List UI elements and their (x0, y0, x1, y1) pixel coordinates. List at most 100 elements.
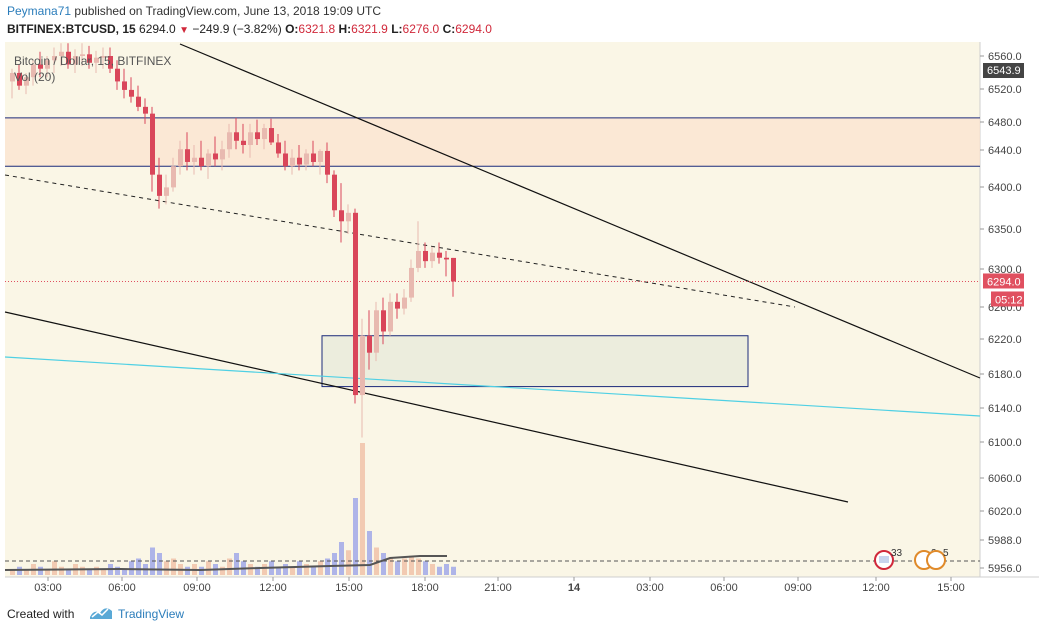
candle-body[interactable] (269, 128, 274, 143)
price-axis-panel[interactable] (980, 42, 1039, 577)
time-tick-label: 09:00 (784, 582, 812, 594)
candle-body[interactable] (262, 128, 267, 140)
time-tick-label: 06:00 (710, 582, 738, 594)
resistance-zone[interactable] (5, 117, 980, 167)
candle-body[interactable] (213, 153, 218, 160)
candle-body[interactable] (346, 212, 351, 222)
chart-area[interactable]: 6560.0 6520.0 6480.0 6440.0 6400.0 6350.0 6300… (0, 42, 1039, 598)
candle-body[interactable] (59, 51, 64, 56)
candle-body[interactable] (136, 96, 141, 107)
time-tick-label: 15:00 (335, 582, 363, 594)
candle-body[interactable] (220, 149, 225, 160)
time-tick-label: 06:00 (108, 582, 136, 594)
candle-body[interactable] (297, 157, 302, 165)
candle-body[interactable] (451, 257, 456, 282)
price-chart[interactable]: 6560.0 6520.0 6480.0 6440.0 6400.0 6350.0 6300… (0, 42, 1039, 598)
time-tick-label: 15:00 (937, 582, 965, 594)
legend-title[interactable]: Bitcoin / Dollar, 15, BITFINEX (14, 54, 172, 68)
created-with-text: Created with (7, 607, 75, 621)
candle-body[interactable] (318, 150, 323, 162)
candle-body[interactable] (283, 153, 288, 167)
candle-body[interactable] (45, 60, 50, 69)
volume-bar (157, 553, 162, 575)
volume-bar (115, 566, 120, 575)
countdown-label: 05:12 (995, 294, 1023, 306)
symbol-label: BITFINEX:BTCUSD, 15 (7, 22, 136, 36)
candle-body[interactable] (73, 56, 78, 65)
candle-body[interactable] (31, 64, 36, 78)
candle-body[interactable] (115, 68, 120, 82)
candle-body[interactable] (304, 153, 309, 165)
dashed-midline[interactable] (4, 174, 796, 308)
legend-volume[interactable]: Vol (20) (14, 70, 56, 84)
ohlc-line: BITFINEX:BTCUSD, 15 6294.0 ▼ −249.9 (−3.… (7, 22, 492, 36)
candle-body[interactable] (325, 150, 330, 175)
author-link[interactable]: Peymana71 (7, 4, 72, 18)
candle-body[interactable] (388, 301, 393, 332)
candle-body[interactable] (353, 212, 358, 396)
candle-body[interactable] (311, 153, 316, 162)
candle-body[interactable] (360, 335, 365, 396)
candle-body[interactable] (122, 81, 127, 90)
candle-body[interactable] (367, 335, 372, 353)
price-tick-label: 6520.0 (988, 84, 1022, 96)
candle-body[interactable] (24, 77, 29, 86)
candle-body[interactable] (332, 174, 337, 211)
upper-trendline[interactable] (179, 43, 981, 379)
volume-bar (451, 566, 456, 575)
candle-body[interactable] (206, 153, 211, 167)
candle-body[interactable] (437, 252, 442, 258)
candle-body[interactable] (94, 57, 99, 63)
last-price-label: 6294.0 (987, 276, 1021, 288)
candle-body[interactable] (381, 310, 386, 332)
candle-body[interactable] (290, 157, 295, 167)
volume-bar (262, 564, 267, 575)
candle-body[interactable] (171, 166, 176, 188)
candle-body[interactable] (416, 250, 421, 268)
candle-body[interactable] (129, 89, 134, 97)
candle-body[interactable] (402, 297, 407, 309)
candle-body[interactable] (241, 140, 246, 146)
tradingview-logo-icon[interactable] (88, 603, 114, 628)
volume-bar (185, 566, 190, 575)
candle-body[interactable] (374, 310, 379, 353)
open-value: 6321.8 (298, 22, 336, 36)
candle-body[interactable] (248, 132, 253, 146)
demand-box[interactable] (321, 335, 749, 388)
candle-body[interactable] (80, 54, 85, 56)
candle-body[interactable] (164, 187, 169, 196)
candle-body[interactable] (276, 142, 281, 154)
candle-body[interactable] (178, 149, 183, 167)
cyan-trendline[interactable] (4, 356, 981, 417)
candle-body[interactable] (38, 64, 43, 69)
candle-body[interactable] (10, 72, 15, 82)
candle-body[interactable] (234, 132, 239, 141)
candle-body[interactable] (52, 56, 57, 61)
candle-body[interactable] (199, 157, 204, 167)
volume-bar (227, 558, 232, 575)
candle-body[interactable] (101, 56, 106, 58)
candle-body[interactable] (192, 157, 197, 162)
candle-body[interactable] (409, 267, 414, 298)
event-badge-3-icon[interactable] (926, 550, 946, 570)
candle-body[interactable] (66, 51, 71, 65)
price-tick-label: 6480.0 (988, 117, 1022, 129)
candle-body[interactable] (395, 301, 400, 309)
candle-body[interactable] (227, 132, 232, 150)
candle-body[interactable] (430, 252, 435, 262)
candle-body[interactable] (255, 132, 260, 140)
candle-body[interactable] (185, 149, 190, 162)
candle-body[interactable] (423, 250, 428, 262)
candle-body[interactable] (143, 106, 148, 114)
price-tick-label: 6220.0 (988, 334, 1022, 346)
lower-trendline[interactable] (4, 311, 849, 503)
candle-body[interactable] (157, 174, 162, 196)
volume-bar (332, 553, 337, 575)
candle-body[interactable] (108, 56, 113, 69)
candle-body[interactable] (339, 210, 344, 222)
candle-body[interactable] (150, 113, 155, 175)
tradingview-brand-link[interactable]: TradingView (118, 607, 185, 621)
candle-body[interactable] (87, 54, 92, 63)
candle-body[interactable] (444, 257, 449, 260)
candle-body[interactable] (17, 72, 22, 86)
